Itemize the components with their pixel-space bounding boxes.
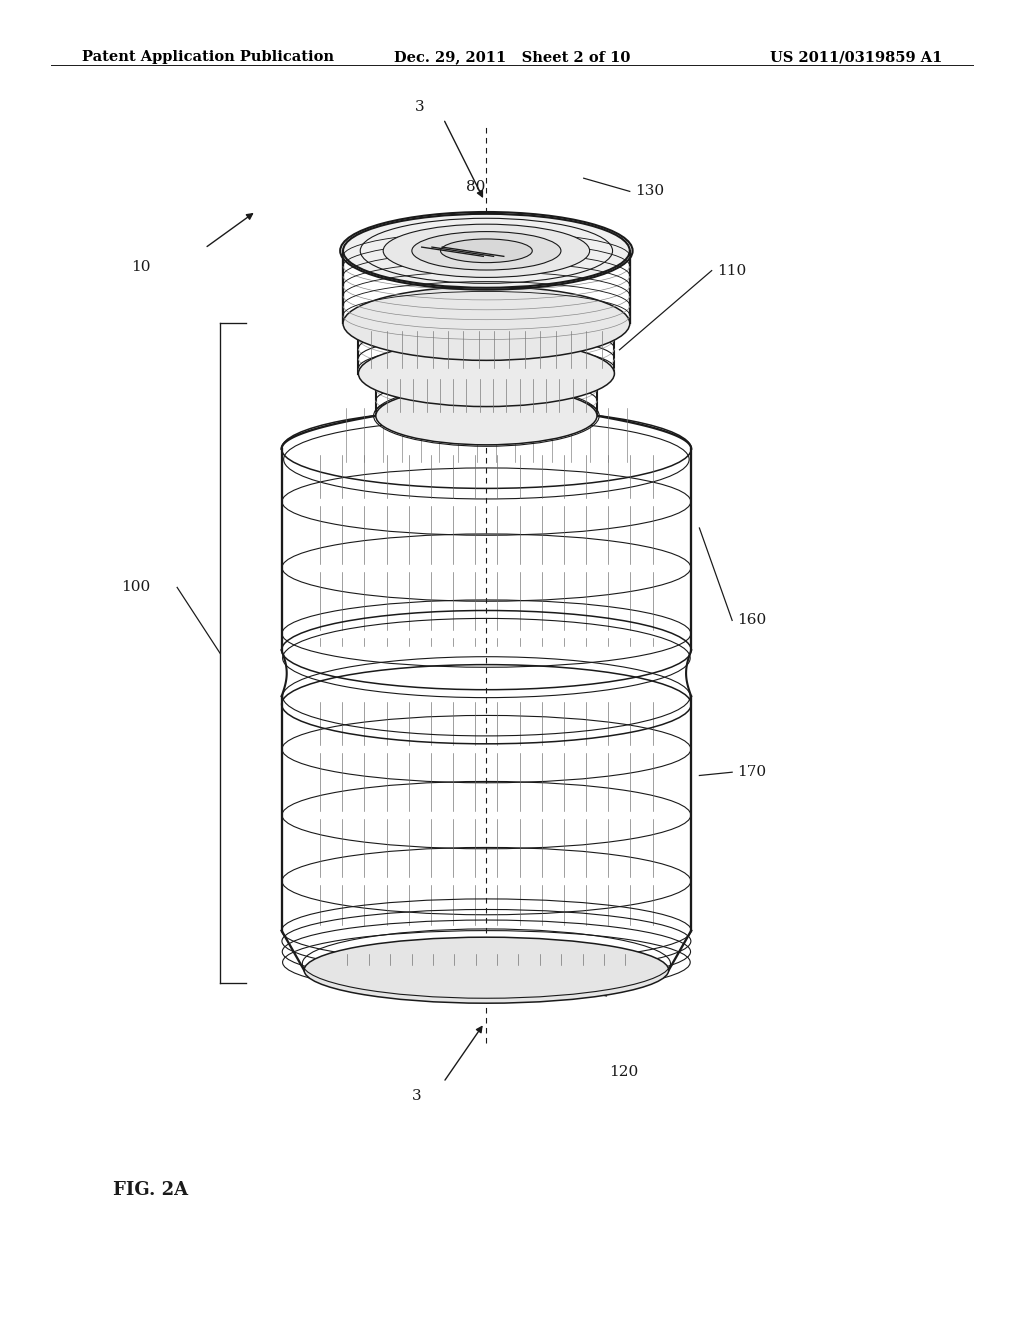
Text: 130: 130 [635, 185, 664, 198]
Text: 10: 10 [131, 260, 151, 273]
Text: 160: 160 [737, 614, 767, 627]
Text: 3: 3 [412, 1089, 422, 1104]
Text: US 2011/0319859 A1: US 2011/0319859 A1 [770, 50, 942, 65]
Text: 110: 110 [717, 264, 746, 277]
Ellipse shape [383, 224, 590, 277]
Ellipse shape [304, 937, 669, 1003]
Text: FIG. 2A: FIG. 2A [113, 1180, 187, 1199]
Text: 3: 3 [415, 99, 425, 114]
Text: 100: 100 [121, 581, 151, 594]
Ellipse shape [412, 231, 561, 271]
Text: 120: 120 [609, 1065, 639, 1078]
Text: 170: 170 [737, 766, 766, 779]
Ellipse shape [376, 387, 597, 445]
Ellipse shape [343, 214, 630, 288]
Text: Dec. 29, 2011   Sheet 2 of 10: Dec. 29, 2011 Sheet 2 of 10 [394, 50, 630, 65]
Text: 80: 80 [466, 181, 485, 194]
Ellipse shape [343, 286, 630, 360]
Text: Patent Application Publication: Patent Application Publication [82, 50, 334, 65]
Ellipse shape [358, 341, 614, 407]
Ellipse shape [440, 239, 532, 263]
